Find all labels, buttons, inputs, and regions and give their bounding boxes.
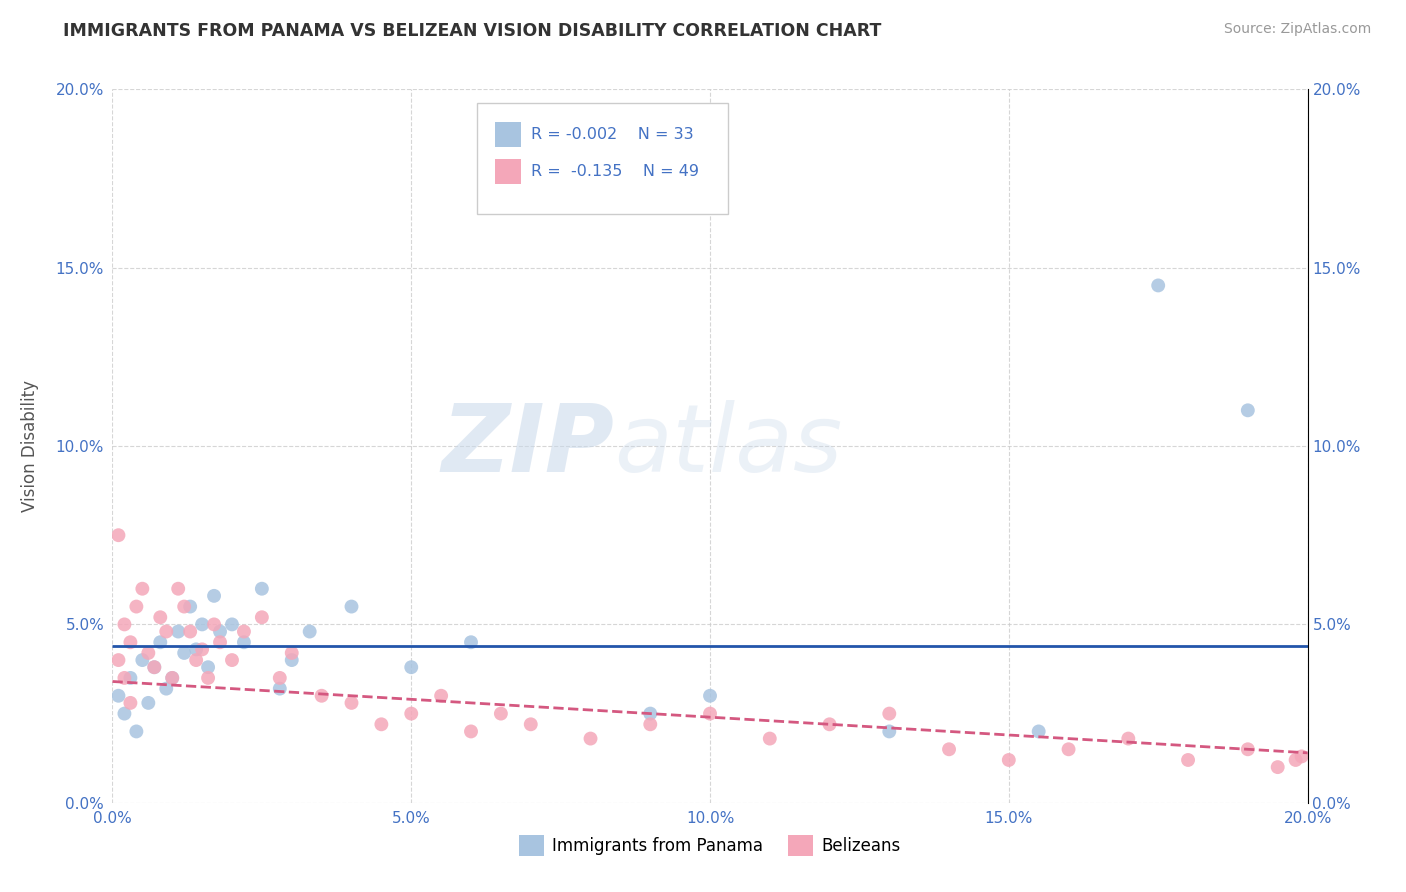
Point bbox=[298, 624, 321, 639]
Point bbox=[699, 689, 721, 703]
Point bbox=[401, 706, 423, 721]
Point bbox=[155, 624, 177, 639]
Point bbox=[107, 689, 129, 703]
Point bbox=[149, 610, 172, 624]
Point bbox=[186, 653, 208, 667]
Point bbox=[250, 582, 273, 596]
Point bbox=[759, 731, 782, 746]
Text: atlas: atlas bbox=[614, 401, 842, 491]
Point bbox=[125, 724, 148, 739]
Point bbox=[138, 696, 160, 710]
Point bbox=[520, 717, 543, 731]
Point bbox=[191, 617, 214, 632]
Point bbox=[699, 706, 721, 721]
Point bbox=[460, 635, 482, 649]
Point bbox=[202, 617, 225, 632]
Point bbox=[489, 706, 512, 721]
Point bbox=[340, 696, 363, 710]
Point bbox=[179, 599, 201, 614]
Point bbox=[173, 599, 195, 614]
Point bbox=[186, 642, 208, 657]
Point bbox=[120, 696, 142, 710]
Point bbox=[640, 706, 662, 721]
Point bbox=[114, 617, 135, 632]
Point bbox=[209, 624, 232, 639]
Point bbox=[640, 717, 662, 731]
Point bbox=[131, 582, 153, 596]
Point bbox=[1267, 760, 1289, 774]
Point bbox=[209, 635, 232, 649]
Text: R = -0.002    N = 33: R = -0.002 N = 33 bbox=[531, 127, 693, 142]
Point bbox=[120, 635, 142, 649]
Point bbox=[162, 671, 183, 685]
Point bbox=[1147, 278, 1170, 293]
Point bbox=[114, 706, 135, 721]
Point bbox=[401, 660, 423, 674]
Point bbox=[1118, 731, 1140, 746]
Point bbox=[340, 599, 363, 614]
Point bbox=[167, 624, 190, 639]
Point bbox=[120, 671, 142, 685]
Text: R =  -0.135    N = 49: R = -0.135 N = 49 bbox=[531, 164, 699, 178]
Point bbox=[579, 731, 602, 746]
Point bbox=[281, 646, 304, 660]
Point bbox=[370, 717, 392, 731]
Point bbox=[167, 582, 190, 596]
Point bbox=[430, 689, 453, 703]
Point bbox=[879, 724, 901, 739]
Point bbox=[460, 724, 482, 739]
Y-axis label: Vision Disability: Vision Disability bbox=[21, 380, 39, 512]
Point bbox=[221, 653, 243, 667]
Point bbox=[1237, 742, 1260, 756]
Point bbox=[1285, 753, 1308, 767]
Point bbox=[143, 660, 166, 674]
FancyBboxPatch shape bbox=[477, 103, 728, 214]
Point bbox=[138, 646, 160, 660]
Point bbox=[1057, 742, 1080, 756]
Point bbox=[1237, 403, 1260, 417]
Point bbox=[998, 753, 1021, 767]
Bar bbox=[495, 121, 522, 146]
Text: Source: ZipAtlas.com: Source: ZipAtlas.com bbox=[1223, 22, 1371, 37]
Legend: Immigrants from Panama, Belizeans: Immigrants from Panama, Belizeans bbox=[512, 829, 908, 863]
Point bbox=[202, 589, 225, 603]
Point bbox=[114, 671, 135, 685]
Point bbox=[233, 635, 256, 649]
Point bbox=[143, 660, 166, 674]
Point bbox=[879, 706, 901, 721]
Point bbox=[173, 646, 195, 660]
Point bbox=[107, 528, 129, 542]
Point bbox=[221, 617, 243, 632]
Point bbox=[107, 653, 129, 667]
Point bbox=[281, 653, 304, 667]
Point bbox=[269, 681, 291, 696]
Point bbox=[191, 642, 214, 657]
Point bbox=[197, 671, 219, 685]
Text: IMMIGRANTS FROM PANAMA VS BELIZEAN VISION DISABILITY CORRELATION CHART: IMMIGRANTS FROM PANAMA VS BELIZEAN VISIO… bbox=[63, 22, 882, 40]
Text: ZIP: ZIP bbox=[441, 400, 614, 492]
Point bbox=[179, 624, 201, 639]
Point bbox=[311, 689, 333, 703]
Bar bbox=[495, 159, 522, 184]
Point bbox=[197, 660, 219, 674]
Point bbox=[149, 635, 172, 649]
Point bbox=[233, 624, 256, 639]
Point bbox=[250, 610, 273, 624]
Point bbox=[938, 742, 960, 756]
Point bbox=[155, 681, 177, 696]
Point bbox=[818, 717, 841, 731]
Point bbox=[162, 671, 183, 685]
Point bbox=[125, 599, 148, 614]
Point bbox=[1028, 724, 1050, 739]
Point bbox=[269, 671, 291, 685]
Point bbox=[1177, 753, 1199, 767]
Point bbox=[1291, 749, 1313, 764]
Point bbox=[131, 653, 153, 667]
